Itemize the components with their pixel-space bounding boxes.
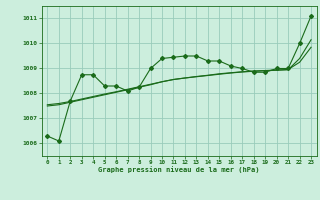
X-axis label: Graphe pression niveau de la mer (hPa): Graphe pression niveau de la mer (hPa) [99,167,260,173]
